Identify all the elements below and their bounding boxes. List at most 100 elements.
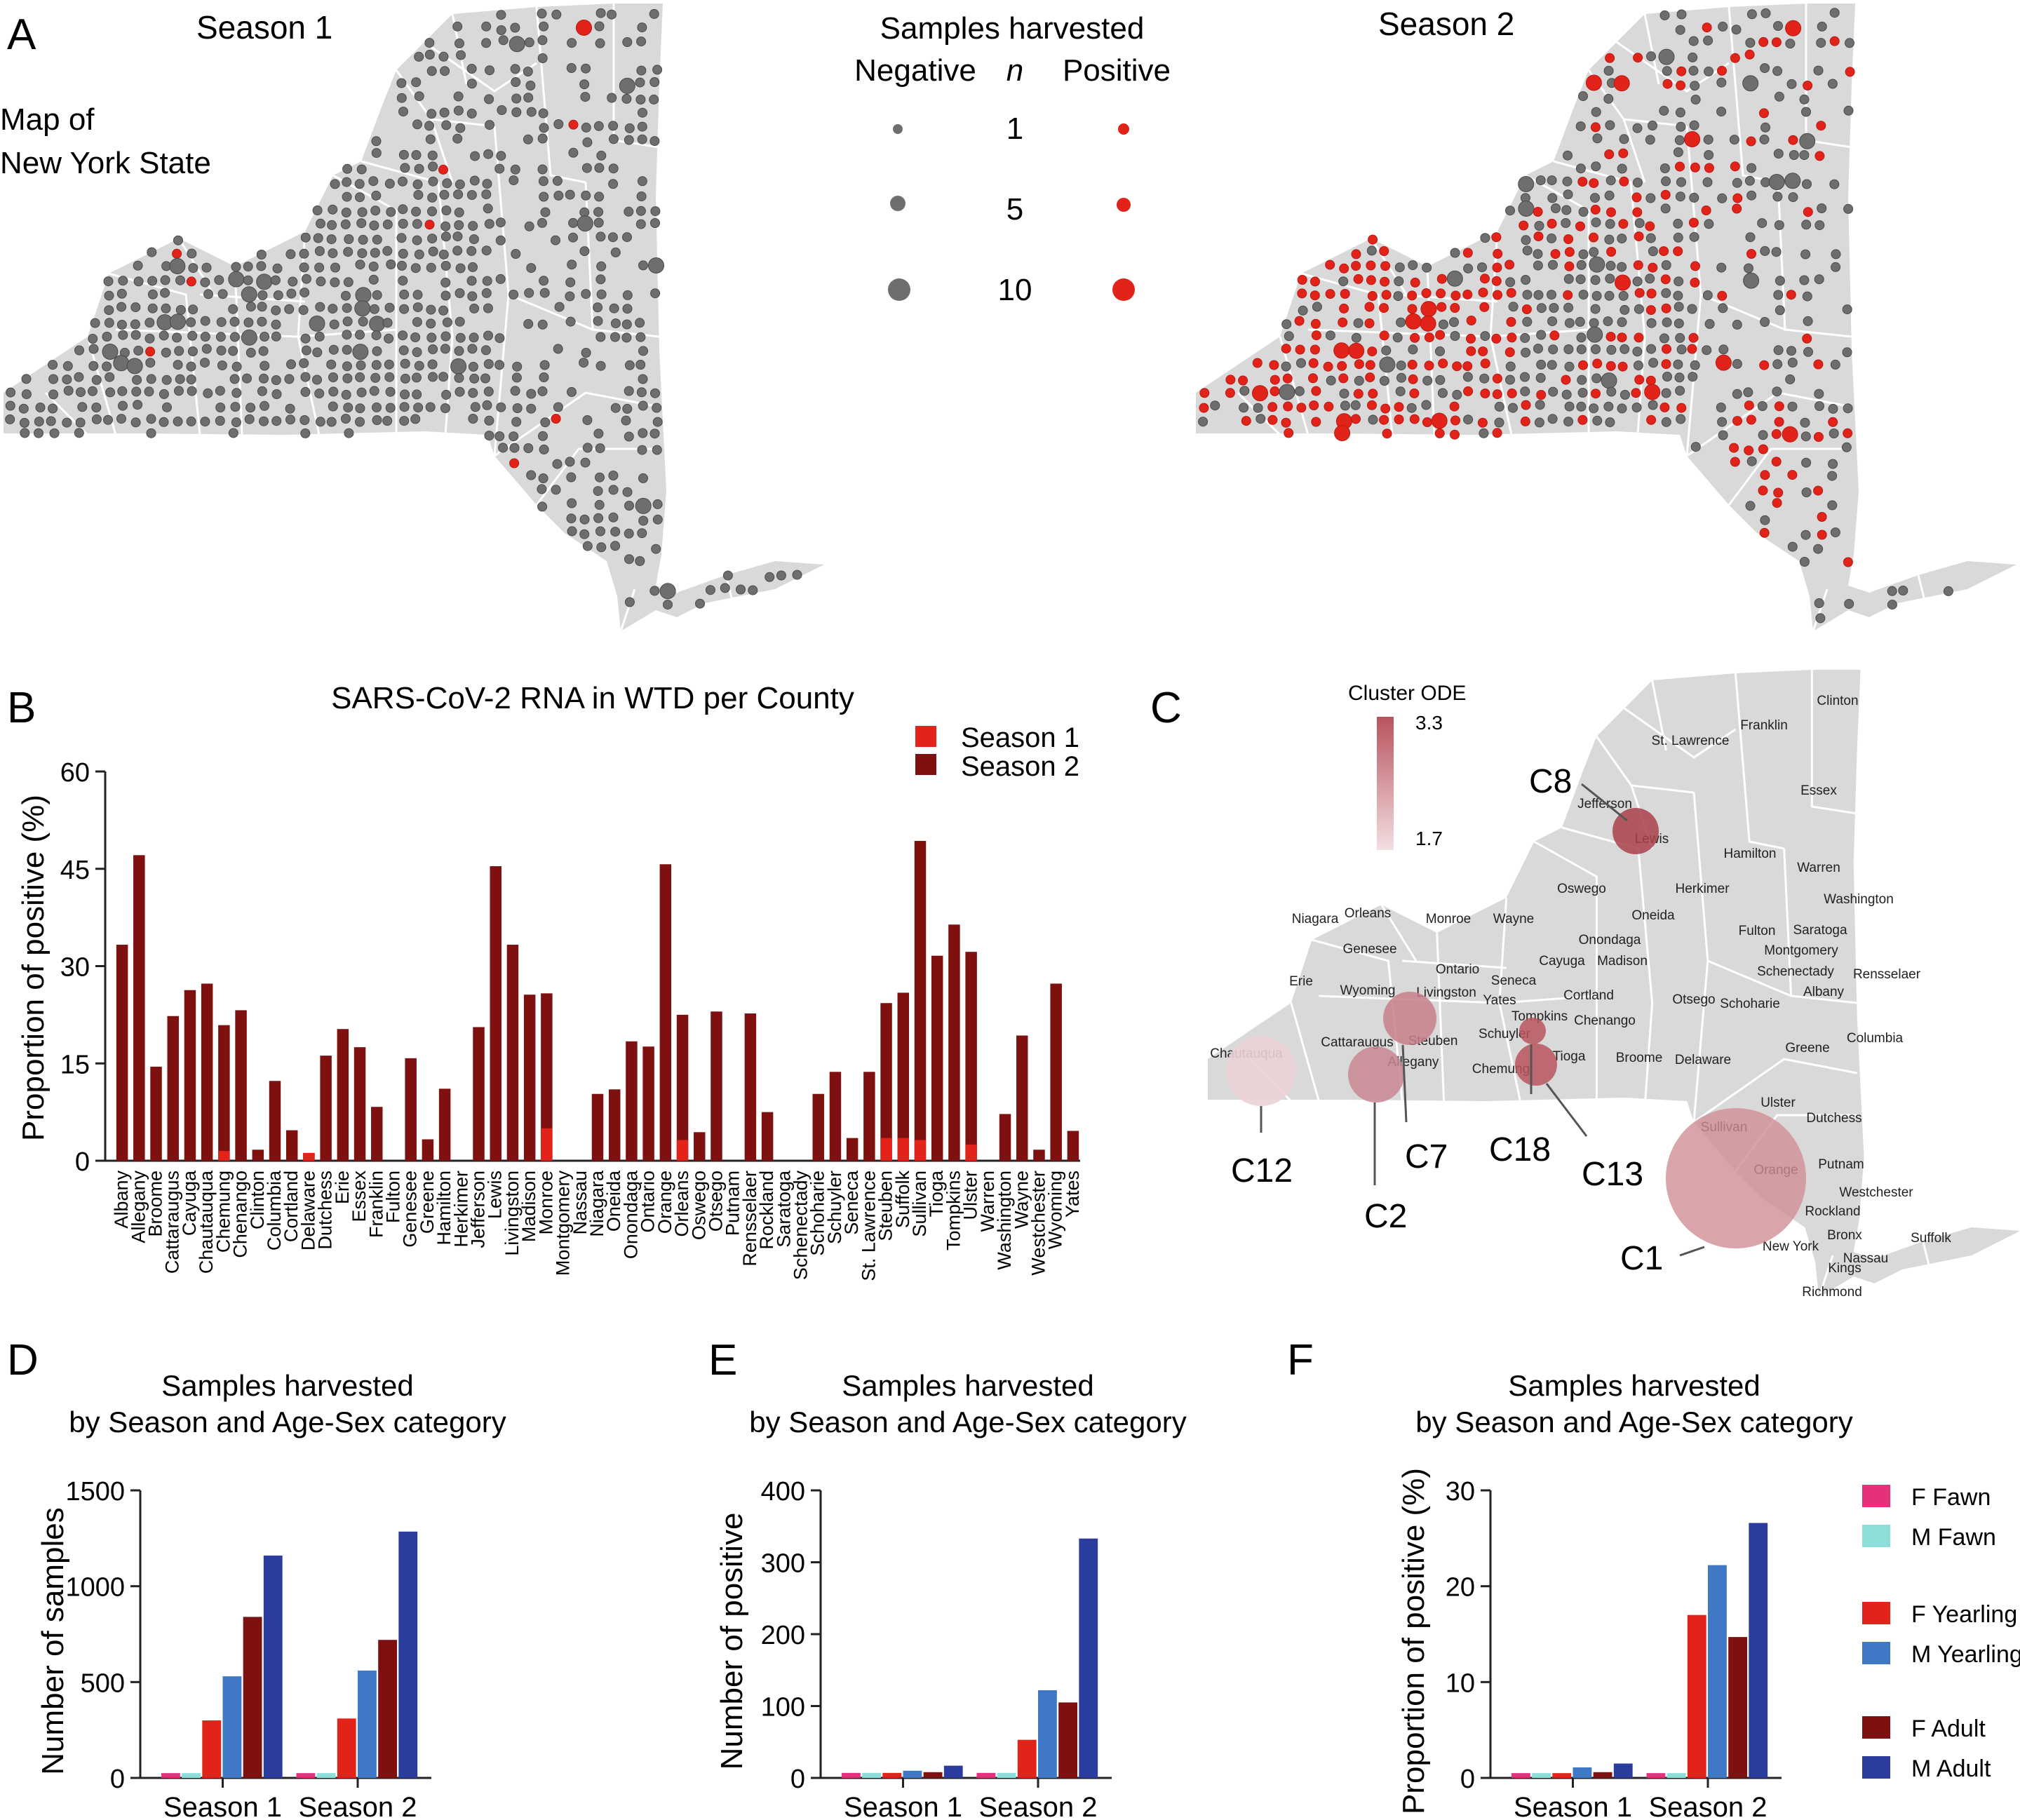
negative-sample-dot bbox=[1508, 302, 1519, 312]
panel-letter-e: E bbox=[708, 1336, 737, 1384]
negative-sample-dot bbox=[203, 388, 213, 398]
county-border bbox=[332, 174, 398, 435]
negative-sample-dot bbox=[1408, 344, 1418, 355]
negative-sample-dot bbox=[441, 120, 452, 130]
negative-sample-dot bbox=[147, 247, 157, 257]
cluster-ode-title: Cluster ODE bbox=[1348, 682, 1466, 705]
negative-sample-dot bbox=[326, 234, 337, 245]
positive-sample-dot bbox=[1645, 305, 1656, 316]
county-label: Westchester bbox=[1839, 1185, 1913, 1200]
negative-sample-dot bbox=[286, 359, 296, 370]
bar-season2-tioga bbox=[931, 955, 943, 1161]
negative-sample-dot bbox=[145, 358, 156, 368]
negative-sample-dot bbox=[1576, 344, 1587, 355]
negative-sample-dot bbox=[215, 386, 225, 396]
negative-sample-dot bbox=[648, 257, 664, 274]
negative-sample-dot bbox=[635, 497, 652, 514]
positive-sample-dot bbox=[1536, 390, 1547, 400]
positive-sample-dot bbox=[1676, 66, 1687, 76]
negative-sample-dot bbox=[371, 136, 382, 147]
negative-sample-dot bbox=[326, 359, 337, 370]
negative-sample-dot bbox=[1673, 290, 1683, 301]
negative-sample-dot bbox=[1816, 38, 1826, 48]
negative-sample-dot bbox=[398, 149, 409, 160]
county-label: Greene bbox=[1785, 1041, 1829, 1056]
x-tick-label: Otsego bbox=[705, 1171, 726, 1232]
negative-sample-dot bbox=[1603, 316, 1613, 327]
bar-season2-wyoming bbox=[1050, 983, 1062, 1161]
negative-sample-dot bbox=[650, 218, 660, 228]
negative-sample-dot bbox=[1562, 176, 1573, 187]
county-border bbox=[1553, 160, 1646, 436]
negative-sample-dot bbox=[257, 386, 267, 396]
negative-sample-dot bbox=[1645, 233, 1656, 243]
negative-sample-dot bbox=[439, 107, 450, 118]
positive-sample-dot bbox=[1606, 247, 1617, 257]
negative-sample-dot bbox=[652, 514, 663, 525]
bar-season2-genesee bbox=[405, 1058, 417, 1161]
county-border bbox=[1237, 391, 1281, 436]
negative-sample-dot bbox=[553, 344, 563, 354]
y-tick-label: 60 bbox=[60, 758, 90, 788]
positive-sample-dot bbox=[1520, 416, 1530, 426]
positive-sample-dot bbox=[1410, 277, 1420, 288]
negative-sample-dot bbox=[1590, 304, 1601, 314]
positive-sample-dot bbox=[1364, 302, 1375, 312]
negative-sample-dot bbox=[621, 93, 632, 104]
negative-sample-dot bbox=[1575, 163, 1586, 174]
negative-sample-dot bbox=[511, 107, 522, 117]
negative-sample-dot bbox=[1534, 221, 1544, 231]
negative-sample-dot bbox=[133, 276, 144, 287]
county-label: Ulster bbox=[1760, 1096, 1796, 1110]
chart-b-title: SARS-CoV-2 RNA in WTD per County bbox=[331, 681, 854, 715]
positive-sample-dot bbox=[1325, 289, 1335, 299]
negative-sample-dot bbox=[454, 207, 464, 217]
negative-sample-dot bbox=[1887, 600, 1897, 610]
negative-sample-dot bbox=[342, 330, 352, 340]
negative-sample-dot bbox=[1662, 66, 1672, 76]
negative-sample-dot bbox=[384, 178, 395, 189]
x-tick-label: Broome bbox=[145, 1171, 166, 1237]
y-tick-label: 45 bbox=[60, 856, 90, 885]
negative-sample-dot bbox=[624, 135, 634, 145]
negative-sample-dot bbox=[568, 217, 579, 228]
positive-sample-dot bbox=[1434, 428, 1445, 438]
cluster-c7-circle bbox=[1383, 992, 1436, 1045]
negative-sample-dot bbox=[1620, 304, 1630, 315]
negative-sample-dot bbox=[1591, 107, 1601, 117]
negative-sample-dot bbox=[342, 361, 352, 372]
negative-sample-dot bbox=[344, 234, 354, 244]
negative-sample-dot bbox=[438, 249, 449, 259]
negative-sample-dot bbox=[624, 528, 634, 539]
positive-sample-dot bbox=[1591, 389, 1601, 399]
county-border bbox=[1651, 680, 1667, 751]
negative-sample-dot bbox=[117, 386, 128, 396]
negative-sample-dot bbox=[1326, 375, 1336, 386]
x-tick-label: Chenango bbox=[230, 1171, 251, 1258]
bar-f-fawn-season-2 bbox=[1646, 1773, 1666, 1778]
negative-sample-dot bbox=[526, 263, 537, 274]
bar-season2-niagara bbox=[591, 1093, 604, 1161]
negative-sample-dot bbox=[1294, 386, 1305, 396]
county-label: New York bbox=[1763, 1239, 1819, 1254]
positive-sample-dot bbox=[1619, 176, 1629, 187]
county-label: Genesee bbox=[1342, 942, 1396, 957]
bar-season2-ontario bbox=[642, 1046, 654, 1161]
negative-sample-dot bbox=[622, 304, 633, 314]
county-borders bbox=[1248, 670, 1932, 1297]
positive-sample-dot bbox=[1466, 316, 1476, 325]
county-border bbox=[535, 447, 659, 506]
negative-sample-dot bbox=[372, 346, 382, 356]
positive-sample-dot bbox=[1659, 402, 1670, 412]
negative-sample-dot bbox=[510, 164, 520, 175]
legend-swatch-season2 bbox=[915, 754, 936, 775]
bar-f-adult-season-2 bbox=[1728, 1637, 1747, 1778]
negative-sample-dot bbox=[341, 414, 351, 424]
negative-sample-dot bbox=[173, 416, 183, 426]
negative-sample-dot bbox=[1787, 358, 1798, 368]
negative-sample-dot bbox=[1661, 176, 1671, 187]
positive-sample-dot bbox=[172, 248, 182, 259]
negative-sample-dot bbox=[608, 179, 619, 189]
bar-f-yearling-season-2 bbox=[1017, 1739, 1037, 1778]
